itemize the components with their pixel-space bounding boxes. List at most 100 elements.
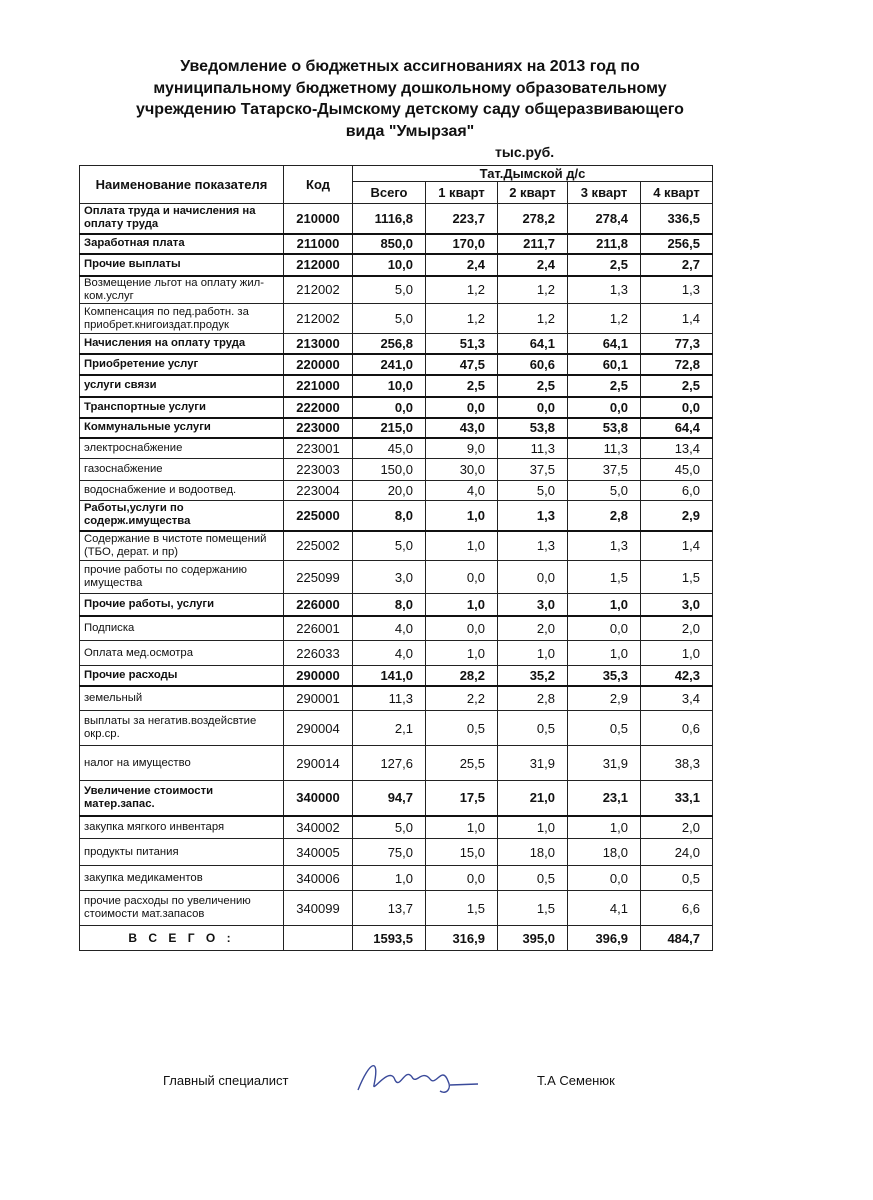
title-line: Уведомление о бюджетных ассигнованиях на… xyxy=(180,58,640,75)
row-value: 1,0 xyxy=(567,593,641,616)
row-value: 38,3 xyxy=(640,745,713,781)
row-name: продукты питания xyxy=(79,838,284,866)
row-code: 290001 xyxy=(283,685,353,711)
row-name: Компенсация по пед.работн. за приобрет.к… xyxy=(79,303,284,334)
row-name: Подписка xyxy=(79,615,284,641)
row-code: 220000 xyxy=(283,353,353,375)
row-name: Начисления на оплату труда xyxy=(79,333,284,354)
row-value: 211,8 xyxy=(567,233,641,254)
row-value: 53,8 xyxy=(567,417,641,438)
row-value: 1,0 xyxy=(425,530,498,561)
signer-name: Т.А Семенюк xyxy=(537,1073,615,1088)
row-code: 223001 xyxy=(283,437,353,459)
table-body: Оплата труда и начисления на оплату труд… xyxy=(79,203,713,951)
row-value: 1,3 xyxy=(567,530,641,561)
table-row: прочие расходы по увеличению стоимости м… xyxy=(79,890,713,926)
row-value: 18,0 xyxy=(567,838,641,866)
row-value: 0,6 xyxy=(640,710,713,746)
signature-scribble xyxy=(357,1064,479,1093)
row-value: 11,3 xyxy=(497,437,568,459)
table-header: Наименование показателя Код Тат.Дымской д/… xyxy=(79,165,713,204)
row-value: 64,1 xyxy=(567,333,641,354)
row-value: 13,7 xyxy=(352,890,426,926)
title-line: муниципальному бюджетному дошкольному об… xyxy=(153,79,667,97)
row-value: 75,0 xyxy=(352,838,426,866)
row-value: 1,2 xyxy=(425,275,498,304)
row-name: земельный xyxy=(79,685,284,711)
row-value: 0,0 xyxy=(425,865,498,891)
row-value: 278,2 xyxy=(497,203,568,234)
total-value: 395,0 xyxy=(497,925,568,951)
row-value: 2,5 xyxy=(567,374,641,397)
row-name: услуги связи xyxy=(79,374,284,397)
row-value: 35,3 xyxy=(567,665,641,686)
row-name: прочие расходы по увеличению стоимости м… xyxy=(79,890,284,926)
row-value: 3,0 xyxy=(497,593,568,616)
row-code: 225002 xyxy=(283,530,353,561)
row-value: 5,0 xyxy=(497,480,568,501)
total-label: В С Е Г О : xyxy=(79,925,284,951)
row-value: 94,7 xyxy=(352,780,426,816)
row-name: Приобретение услуг xyxy=(79,353,284,375)
table-row: Заработная плата 211000 850,0 170,0 211,7 211… xyxy=(79,233,713,254)
row-value: 47,5 xyxy=(425,353,498,375)
row-value: 30,0 xyxy=(425,458,498,481)
row-value: 5,0 xyxy=(352,530,426,561)
row-name: Увеличение стоимости матер.запас. xyxy=(79,780,284,816)
row-value: 31,9 xyxy=(567,745,641,781)
row-name: закупка мягкого инвентаря xyxy=(79,815,284,839)
table-row: Подписка 226001 4,0 0,0 2,0 0,0 2,0 xyxy=(79,615,713,641)
row-value: 2,5 xyxy=(567,253,641,276)
row-name: налог на имущество xyxy=(79,745,284,781)
row-value: 6,6 xyxy=(640,890,713,926)
row-name: Возмещение льгот на оплату жил-ком.услуг xyxy=(79,275,284,304)
row-value: 15,0 xyxy=(425,838,498,866)
table-row: земельный 290001 11,3 2,2 2,8 2,9 3,4 xyxy=(79,685,713,711)
row-value: 11,3 xyxy=(567,437,641,459)
row-value: 2,8 xyxy=(567,500,641,531)
row-name: Заработная плата xyxy=(79,233,284,254)
row-value: 23,1 xyxy=(567,780,641,816)
row-code: 222000 xyxy=(283,396,353,418)
row-value: 2,4 xyxy=(425,253,498,276)
table-row: Компенсация по пед.работн. за приобрет.к… xyxy=(79,303,713,334)
row-value: 9,0 xyxy=(425,437,498,459)
table-row: газоснабжение 223003 150,0 30,0 37,5 37,5 45,0 xyxy=(79,458,713,481)
row-value: 256,8 xyxy=(352,333,426,354)
row-value: 1,4 xyxy=(640,530,713,561)
row-value: 1,2 xyxy=(425,303,498,334)
row-value: 1116,8 xyxy=(352,203,426,234)
row-name: Оплата труда и начисления на оплату труд… xyxy=(79,203,284,234)
row-value: 72,8 xyxy=(640,353,713,375)
row-value: 8,0 xyxy=(352,500,426,531)
table-row: Прочие работы, услуги 226000 8,0 1,0 3,0 1,0 3… xyxy=(79,593,713,616)
row-code: 290014 xyxy=(283,745,353,781)
table-row: электроснабжение 223001 45,0 9,0 11,3 11,3 13,… xyxy=(79,437,713,459)
row-value: 1,2 xyxy=(567,303,641,334)
row-value: 1,3 xyxy=(640,275,713,304)
row-value: 0,0 xyxy=(567,396,641,418)
row-name: Содержание в чистоте помещений (ТБО, дер… xyxy=(79,530,284,561)
row-value: 53,8 xyxy=(497,417,568,438)
row-value: 1,0 xyxy=(640,640,713,666)
row-value: 850,0 xyxy=(352,233,426,254)
row-name: прочие работы по содержанию имущества xyxy=(79,560,284,594)
row-value: 1,3 xyxy=(497,530,568,561)
row-code: 225000 xyxy=(283,500,353,531)
row-code: 212000 xyxy=(283,253,353,276)
row-value: 77,3 xyxy=(640,333,713,354)
row-value: 150,0 xyxy=(352,458,426,481)
row-value: 1,0 xyxy=(425,593,498,616)
row-value: 35,2 xyxy=(497,665,568,686)
row-value: 223,7 xyxy=(425,203,498,234)
table-row: Прочие расходы 290000 141,0 28,2 35,2 35,3 42,… xyxy=(79,665,713,686)
table-row: Увеличение стоимости матер.запас. 340000 9… xyxy=(79,780,713,816)
row-name: закупка медикаментов xyxy=(79,865,284,891)
row-value: 215,0 xyxy=(352,417,426,438)
row-value: 141,0 xyxy=(352,665,426,686)
row-value: 33,1 xyxy=(640,780,713,816)
header-column: 3 кварт xyxy=(567,181,641,204)
table-row: закупка медикаментов 340006 1,0 0,0 0,5 0,0 0,… xyxy=(79,865,713,891)
row-value: 2,8 xyxy=(497,685,568,711)
